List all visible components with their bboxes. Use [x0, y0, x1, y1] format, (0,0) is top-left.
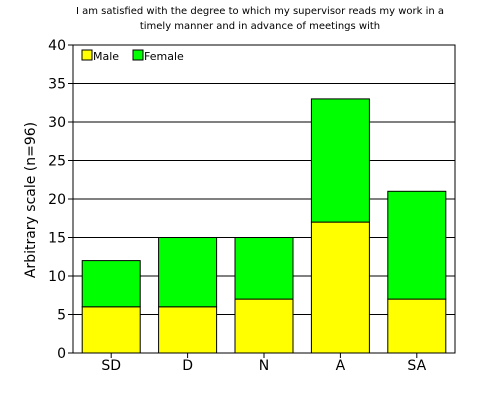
- bar-male-sd: [81, 306, 141, 354]
- x-tick-label: A: [336, 358, 346, 374]
- bar-male-d: [158, 306, 218, 354]
- y-tick-label: 35: [48, 77, 66, 93]
- chart-title-line-1: I am satisfied with the degree to which …: [76, 6, 444, 17]
- x-tick-label: SA: [407, 358, 426, 374]
- y-tick-label: 15: [48, 231, 66, 247]
- legend-swatch-female: [132, 49, 144, 61]
- bars: [81, 98, 447, 354]
- axis-ticks: 0 5 10 15 20 25 30 35 40 SD D N A SA: [48, 38, 426, 374]
- x-tick-label: N: [259, 358, 269, 374]
- y-tick-label: 40: [48, 38, 66, 54]
- chart-title-line-2: timely manner and in advance of meetings…: [139, 21, 381, 32]
- bar-male-n: [234, 298, 294, 354]
- y-tick-label: 10: [48, 269, 66, 285]
- y-tick-label: 25: [48, 154, 66, 170]
- legend-label-male: Male: [93, 50, 119, 63]
- bar-female-sa: [387, 190, 447, 300]
- y-tick-label: 5: [57, 308, 66, 324]
- legend-label-female: Female: [144, 50, 184, 63]
- bar-female-a: [310, 98, 370, 223]
- x-tick-label: SD: [101, 358, 121, 374]
- bar-female-sd: [81, 260, 141, 308]
- bar-female-d: [158, 237, 218, 308]
- y-axis-label: Arbitrary scale (n=96): [23, 122, 39, 278]
- y-tick-label: 20: [48, 192, 66, 208]
- legend-swatch-male: [81, 49, 93, 61]
- bar-male-sa: [387, 298, 447, 354]
- y-tick-label: 30: [48, 115, 66, 131]
- y-tick-label: 0: [57, 346, 66, 362]
- x-tick-label: D: [182, 358, 193, 374]
- bar-female-n: [234, 237, 294, 300]
- bar-male-a: [310, 221, 370, 354]
- legend: Male Female: [81, 49, 184, 63]
